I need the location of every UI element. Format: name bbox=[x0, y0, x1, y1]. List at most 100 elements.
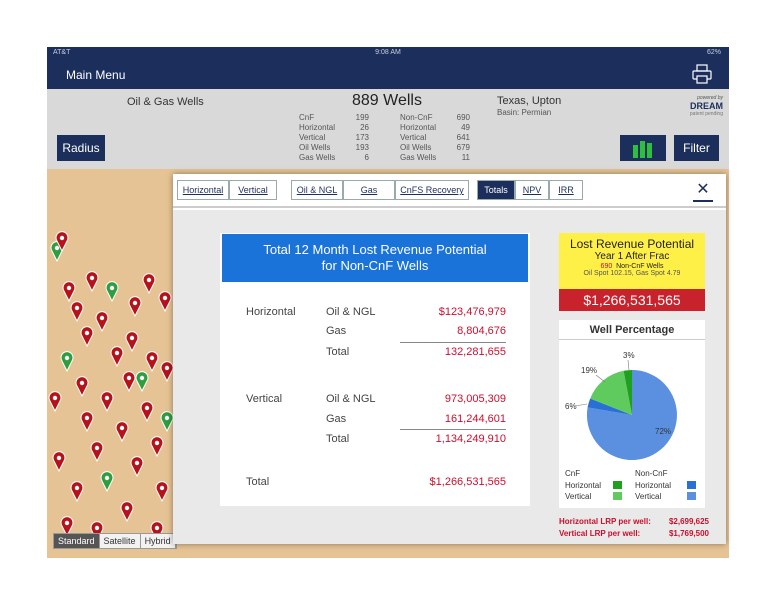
tab-vertical[interactable]: Vertical bbox=[229, 180, 277, 200]
legend-noncnf: Non-CnF bbox=[635, 469, 668, 478]
lrp-subtitle: Year 1 After Frac bbox=[594, 251, 670, 262]
well-marker[interactable] bbox=[85, 271, 99, 293]
well-marker[interactable] bbox=[95, 311, 109, 333]
map-type-standard[interactable]: Standard bbox=[54, 534, 100, 548]
map-type-selector[interactable]: Standard Satellite Hybrid bbox=[53, 533, 177, 549]
well-marker[interactable] bbox=[70, 301, 84, 323]
well-percentage-panel: Well Percentage 72% 19% 6% 3% bbox=[559, 320, 705, 508]
grand-total-value: $1,266,531,565 bbox=[429, 476, 506, 488]
well-marker[interactable] bbox=[90, 521, 104, 543]
well-marker[interactable] bbox=[142, 273, 156, 295]
cnf-stats: CnF 199 Horizontal 26 Vertical 173 Oil Well… bbox=[299, 113, 369, 163]
stat-value: 11 bbox=[461, 153, 470, 162]
legend-noncnf-vertical: Vertical bbox=[635, 492, 662, 501]
chart-button[interactable] bbox=[620, 135, 666, 161]
well-marker[interactable] bbox=[122, 371, 136, 393]
h-total-label: Total bbox=[326, 346, 350, 358]
stat-label: Oil Wells bbox=[299, 143, 331, 152]
well-marker[interactable] bbox=[90, 441, 104, 463]
legend-swatch bbox=[687, 481, 696, 489]
well-marker[interactable] bbox=[135, 371, 149, 393]
grand-total-label: Total bbox=[246, 476, 270, 488]
well-marker[interactable] bbox=[160, 411, 174, 433]
well-count: 889 Wells bbox=[352, 92, 422, 109]
brand-patent: patent pending bbox=[689, 111, 723, 117]
card-title-line1: Total 12 Month Lost Revenue Potential bbox=[263, 242, 487, 257]
leader-line bbox=[574, 403, 588, 407]
lrp-header: Lost Revenue Potential Year 1 After Frac… bbox=[559, 233, 705, 289]
well-marker[interactable] bbox=[110, 346, 124, 368]
well-marker[interactable] bbox=[55, 231, 69, 253]
well-marker[interactable] bbox=[128, 296, 142, 318]
h-lrp-label: Horizontal LRP per well: bbox=[559, 517, 651, 526]
pct-3: 3% bbox=[623, 351, 635, 360]
pct-19: 19% bbox=[581, 366, 597, 375]
printer-icon[interactable] bbox=[692, 64, 712, 84]
region-label: Texas, Upton bbox=[497, 95, 562, 107]
clock: 9:08 AM bbox=[375, 49, 401, 56]
filter-button[interactable]: Filter bbox=[674, 135, 719, 161]
well-marker[interactable] bbox=[125, 331, 139, 353]
map-type-satellite[interactable]: Satellite bbox=[100, 534, 141, 548]
well-marker[interactable] bbox=[52, 451, 66, 473]
battery: 62% bbox=[706, 49, 721, 56]
well-marker[interactable] bbox=[48, 391, 62, 413]
stat-label: CnF bbox=[299, 113, 315, 122]
legend-swatch bbox=[613, 492, 622, 500]
well-marker[interactable] bbox=[80, 411, 94, 433]
well-marker[interactable] bbox=[150, 436, 164, 458]
well-marker[interactable] bbox=[115, 421, 129, 443]
slice-noncnf-horizontal bbox=[587, 398, 632, 415]
well-marker[interactable] bbox=[75, 376, 89, 398]
well-marker[interactable] bbox=[60, 516, 74, 538]
modal-body: Total 12 Month Lost Revenue Potential fo… bbox=[173, 210, 726, 544]
legend-swatch bbox=[687, 492, 696, 500]
v-gas-label: Gas bbox=[326, 413, 347, 425]
tab-irr[interactable]: IRR bbox=[549, 180, 583, 200]
stat-label: Gas Wells bbox=[299, 153, 336, 162]
well-marker[interactable] bbox=[62, 281, 76, 303]
well-marker[interactable] bbox=[100, 391, 114, 413]
legend-swatch bbox=[613, 481, 622, 489]
legend-cnf-horizontal: Horizontal bbox=[565, 481, 602, 490]
tab-gas[interactable]: Gas bbox=[343, 180, 395, 200]
well-marker[interactable] bbox=[120, 501, 134, 523]
v-total-value: 1,134,249,910 bbox=[435, 433, 506, 445]
slice-cnf-vertical bbox=[590, 370, 632, 415]
h-lrp-value: $2,699,625 bbox=[668, 517, 709, 526]
well-marker[interactable] bbox=[100, 471, 114, 493]
well-marker[interactable] bbox=[155, 481, 169, 503]
well-marker[interactable] bbox=[140, 401, 154, 423]
h-gas-value: 8,804,676 bbox=[457, 325, 506, 337]
close-icon[interactable]: ✕ bbox=[693, 180, 713, 202]
well-marker[interactable] bbox=[70, 481, 84, 503]
v-lrp-label: Vertical LRP per well: bbox=[559, 529, 641, 538]
well-percentage-pie: 72% 19% 6% 3% bbox=[565, 351, 677, 460]
stat-value: 199 bbox=[355, 113, 369, 122]
pct-72: 72% bbox=[655, 427, 671, 436]
well-marker[interactable] bbox=[160, 361, 174, 383]
well-marker[interactable] bbox=[80, 326, 94, 348]
well-marker[interactable] bbox=[158, 291, 172, 313]
well-marker[interactable] bbox=[145, 351, 159, 373]
lrp-count-value: 690 bbox=[600, 263, 613, 270]
stat-label: Non-CnF bbox=[400, 113, 433, 122]
tab-cnfs-recovery[interactable]: CnFS Recovery bbox=[395, 180, 469, 200]
main-menu-button[interactable]: Main Menu bbox=[66, 68, 126, 82]
tab-npv[interactable]: NPV bbox=[515, 180, 549, 200]
v-lrp-value: $1,769,500 bbox=[668, 529, 709, 538]
tab-oil-ngl[interactable]: Oil & NGL bbox=[291, 180, 343, 200]
h-oil-value: $123,476,979 bbox=[438, 306, 506, 318]
well-marker[interactable] bbox=[105, 281, 119, 303]
tab-horizontal[interactable]: Horizontal bbox=[177, 180, 229, 200]
well-marker[interactable] bbox=[150, 521, 164, 543]
well-marker[interactable] bbox=[130, 456, 144, 478]
tab-totals[interactable]: Totals bbox=[477, 180, 515, 200]
well-marker[interactable] bbox=[60, 351, 74, 373]
brand-name: DREAM bbox=[690, 101, 723, 111]
lrp-summary: Lost Revenue Potential Year 1 After Frac… bbox=[559, 233, 705, 311]
radius-button[interactable]: Radius bbox=[57, 135, 105, 161]
map-type-hybrid[interactable]: Hybrid bbox=[141, 534, 176, 548]
h-gas-label: Gas bbox=[326, 325, 347, 337]
bar-chart-icon bbox=[633, 141, 652, 158]
